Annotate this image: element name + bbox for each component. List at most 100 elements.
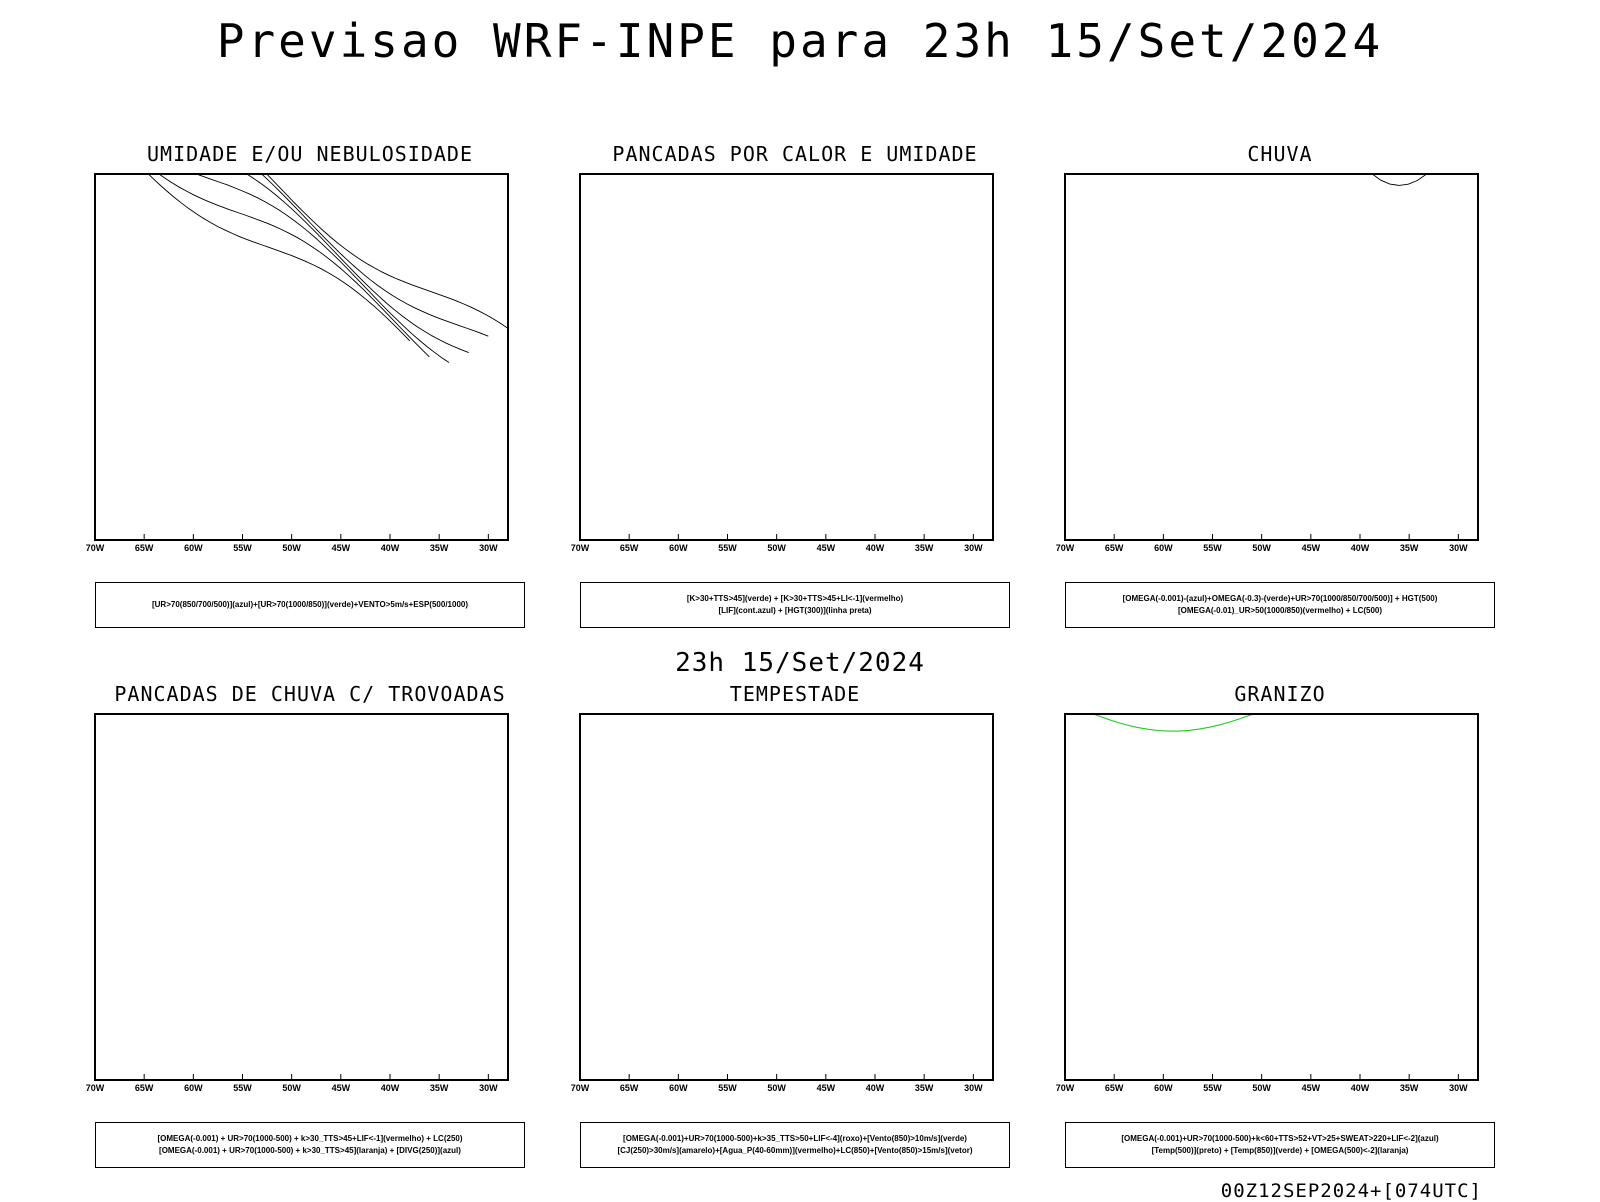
lon-label: 30W [479, 1083, 498, 1093]
legend-line: [K>30+TTS>45](verde) + [K>30+TTS>45+LI<-… [687, 593, 903, 605]
lon-label: 30W [1449, 1083, 1468, 1093]
legend-line: [OMEGA(-0.001)+UR>70(1000-500)+k<60+TTS>… [1121, 1133, 1438, 1145]
lon-label: 45W [332, 1083, 351, 1093]
legend-line: [OMEGA(-0.001)+UR>70(1000-500)+k>35_TTS>… [623, 1133, 967, 1145]
lon-label: 45W [1302, 543, 1321, 553]
lon-label: 35W [1400, 543, 1419, 553]
lon-label: 40W [1351, 1083, 1370, 1093]
map-tempestade: 404012S15S18S21S24S27S30S33S36S39S42S70W… [560, 712, 1030, 1122]
map-frame [580, 714, 993, 1080]
panel-title: TEMPESTADE [560, 682, 1030, 706]
panel-title: GRANIZO [1045, 682, 1515, 706]
legend-box: [UR>70(850/700/500)](azul)+[UR>70(1000/8… [95, 582, 525, 628]
map-frame [95, 174, 508, 540]
lon-label: 35W [430, 1083, 449, 1093]
panel-trovoadas: PANCADAS DE CHUVA C/ TROVOADAS 1012S15S1… [75, 682, 545, 1162]
lon-label: 55W [718, 1083, 737, 1093]
lon-label: 35W [1400, 1083, 1419, 1093]
lon-label: 70W [86, 543, 105, 553]
panel-title: PANCADAS POR CALOR E UMIDADE [560, 142, 1030, 166]
legend-line: [UR>70(850/700/500)](azul)+[UR>70(1000/8… [152, 599, 468, 611]
lon-label: 65W [135, 543, 154, 553]
lon-label: 45W [332, 543, 351, 553]
legend-line: [OMEGA(-0.001) + UR>70(1000-500) + k>30_… [157, 1133, 462, 1145]
lon-label: 30W [479, 543, 498, 553]
lon-label: 60W [184, 543, 203, 553]
map-frame [1065, 714, 1478, 1080]
lon-label: 45W [817, 543, 836, 553]
lon-label: 35W [430, 543, 449, 553]
lon-label: 55W [233, 543, 252, 553]
lon-label: 60W [1154, 1083, 1173, 1093]
legend-box: [OMEGA(-0.001)-(azul)+OMEGA(-0.3)-(verde… [1065, 582, 1495, 628]
panel-title: PANCADAS DE CHUVA C/ TROVOADAS [75, 682, 545, 706]
lon-label: 30W [964, 543, 983, 553]
lon-label: 55W [1203, 543, 1222, 553]
pressure-contour [193, 172, 488, 336]
legend-line: [OMEGA(-0.001) + UR>70(1000-500) + k>30_… [159, 1145, 461, 1157]
lon-label: 65W [1105, 1083, 1124, 1093]
map-umidade: 1008101210161016102010201020102410281012… [75, 172, 545, 582]
lon-label: 60W [184, 1083, 203, 1093]
legend-box: [OMEGA(-0.001)+UR>70(1000-500)+k>35_TTS>… [580, 1122, 1010, 1168]
panel-tempestade: TEMPESTADE 404012S15S18S21S24S27S30S33S3… [560, 682, 1030, 1162]
lon-label: 40W [866, 543, 885, 553]
lon-label: 55W [718, 543, 737, 553]
pressure-contour [154, 172, 449, 363]
lon-label: 40W [1351, 543, 1370, 553]
map-chuva: 5855795795735705675645615585525465855855… [1045, 172, 1515, 582]
lon-label: 55W [1203, 1083, 1222, 1093]
map-granizo: -12-15-18-12-15-18-21-24-15-18-9-6121215… [1045, 712, 1515, 1122]
legend-line: [Temp(500)](preto) + [Temp(850)](verde) … [1152, 1145, 1409, 1157]
lon-label: 30W [964, 1083, 983, 1093]
lon-label: 70W [571, 1083, 590, 1093]
lon-label: 50W [1252, 1083, 1271, 1093]
lon-label: 35W [915, 543, 934, 553]
panel-title: UMIDADE E/OU NEBULOSIDADE [75, 142, 545, 166]
lon-label: 65W [620, 1083, 639, 1093]
pressure-contour [174, 172, 469, 353]
legend-box: [K>30+TTS>45](verde) + [K>30+TTS>45+LI<-… [580, 582, 1010, 628]
legend-line: [OMEGA(-0.01)_UR>50(1000/850)(vermelho) … [1178, 605, 1382, 617]
legend-box: [OMEGA(-0.001)+UR>70(1000-500)+k<60+TTS>… [1065, 1122, 1495, 1168]
panel-granizo: GRANIZO -12-15-18-12-15-18-21-24-15-18-9… [1045, 682, 1515, 1162]
lon-label: 55W [233, 1083, 252, 1093]
legend-line: [CJ(250)>30m/s](amarelo)+[Agua_P(40-60mm… [617, 1145, 972, 1157]
lon-label: 30W [1449, 543, 1468, 553]
run-timestamp: 00Z12SEP2024+[074UTC] [1221, 1180, 1482, 1202]
lon-label: 50W [767, 1083, 786, 1093]
lon-label: 60W [669, 1083, 688, 1093]
main-title: Previsao WRF-INPE para 23h 15/Set/2024 [0, 14, 1600, 68]
pressure-contour [213, 172, 508, 328]
lon-label: 50W [282, 543, 301, 553]
lon-label: 65W [620, 543, 639, 553]
map-frame [95, 714, 508, 1080]
lon-label: 45W [1302, 1083, 1321, 1093]
legend-line: [OMEGA(-0.001)-(azul)+OMEGA(-0.3)-(verde… [1123, 593, 1438, 605]
legend-line: [LIF](cont.azul) + [HGT(300)](linha pret… [718, 605, 871, 617]
map-frame [580, 174, 993, 540]
lon-label: 50W [1252, 543, 1271, 553]
lon-label: 40W [381, 1083, 400, 1093]
lon-label: 70W [571, 543, 590, 553]
panel-chuva: CHUVA 5855795795735705675645615585525465… [1045, 142, 1515, 622]
lon-label: 65W [135, 1083, 154, 1093]
map-trovoadas: 1012S15S18S21S24S27S30S33S36S39S42S70W65… [75, 712, 545, 1122]
lon-label: 60W [1154, 543, 1173, 553]
lon-label: 60W [669, 543, 688, 553]
map-content: 1008101210161016102010201020102410281012… [95, 172, 510, 363]
lon-label: 70W [86, 1083, 105, 1093]
panel-umidade: UMIDADE E/OU NEBULOSIDADE 10081012101610… [75, 142, 545, 622]
lon-label: 45W [817, 1083, 836, 1093]
lon-label: 70W [1056, 1083, 1075, 1093]
map-frame [1065, 174, 1478, 540]
lon-label: 70W [1056, 543, 1075, 553]
lon-label: 50W [767, 543, 786, 553]
lon-label: 50W [282, 1083, 301, 1093]
lon-label: 40W [866, 1083, 885, 1093]
lon-label: 40W [381, 543, 400, 553]
lon-label: 65W [1105, 543, 1124, 553]
map-pancadas-calor: 9520944093609280920096009600952094409380… [560, 172, 1030, 582]
pressure-contour [115, 172, 410, 341]
panel-title: CHUVA [1045, 142, 1515, 166]
